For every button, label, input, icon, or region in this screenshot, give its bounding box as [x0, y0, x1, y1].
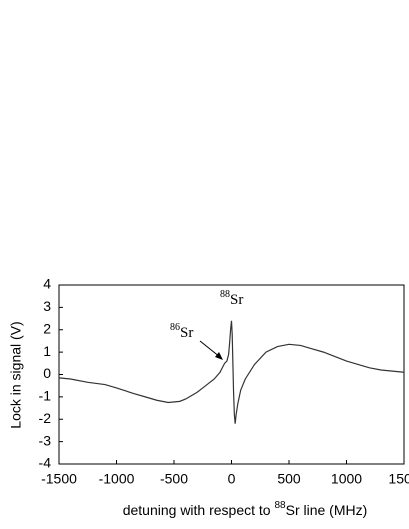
y-tick-label: 1: [43, 343, 51, 359]
x-tick-label: 1500: [388, 471, 409, 487]
y-tick-label: 2: [43, 320, 51, 336]
y-axis-label: Lock in signal (V): [8, 321, 24, 428]
x-tick-label: -1000: [99, 471, 135, 487]
x-tick-label: -1500: [41, 471, 77, 487]
y-tick-label: 4: [43, 276, 51, 292]
data-line: [58, 320, 405, 424]
annotation: 88Sr: [220, 289, 243, 308]
x-tick-label: 1000: [331, 471, 362, 487]
x-axis-label: detuning with respect to 88Sr line (MHz): [123, 500, 368, 518]
y-tick-label: 3: [43, 298, 51, 314]
x-tick-label: 0: [228, 471, 236, 487]
annotation-sup: 88: [220, 289, 230, 300]
annotation-arrow: [199, 340, 221, 358]
x-tick-label: -500: [160, 471, 188, 487]
y-tick-label: 0: [43, 365, 51, 381]
y-tick-label: -4: [39, 455, 52, 471]
x-label-sup: 88: [274, 500, 286, 511]
x-label-text: Sr line (MHz): [286, 502, 368, 518]
y-tick-label: -2: [39, 410, 52, 426]
annotation-text: Sr: [230, 292, 243, 308]
x-label-text: detuning with respect to: [123, 502, 275, 518]
y-tick-label: -1: [39, 388, 52, 404]
annotation-sup: 86: [170, 322, 180, 333]
plot-frame: [58, 284, 405, 465]
y-tick-label: -3: [39, 432, 52, 448]
annotation: 86Sr: [170, 322, 193, 341]
annotation-text: Sr: [180, 325, 193, 341]
arrow-head: [215, 352, 223, 360]
x-tick-label: 500: [277, 471, 301, 487]
